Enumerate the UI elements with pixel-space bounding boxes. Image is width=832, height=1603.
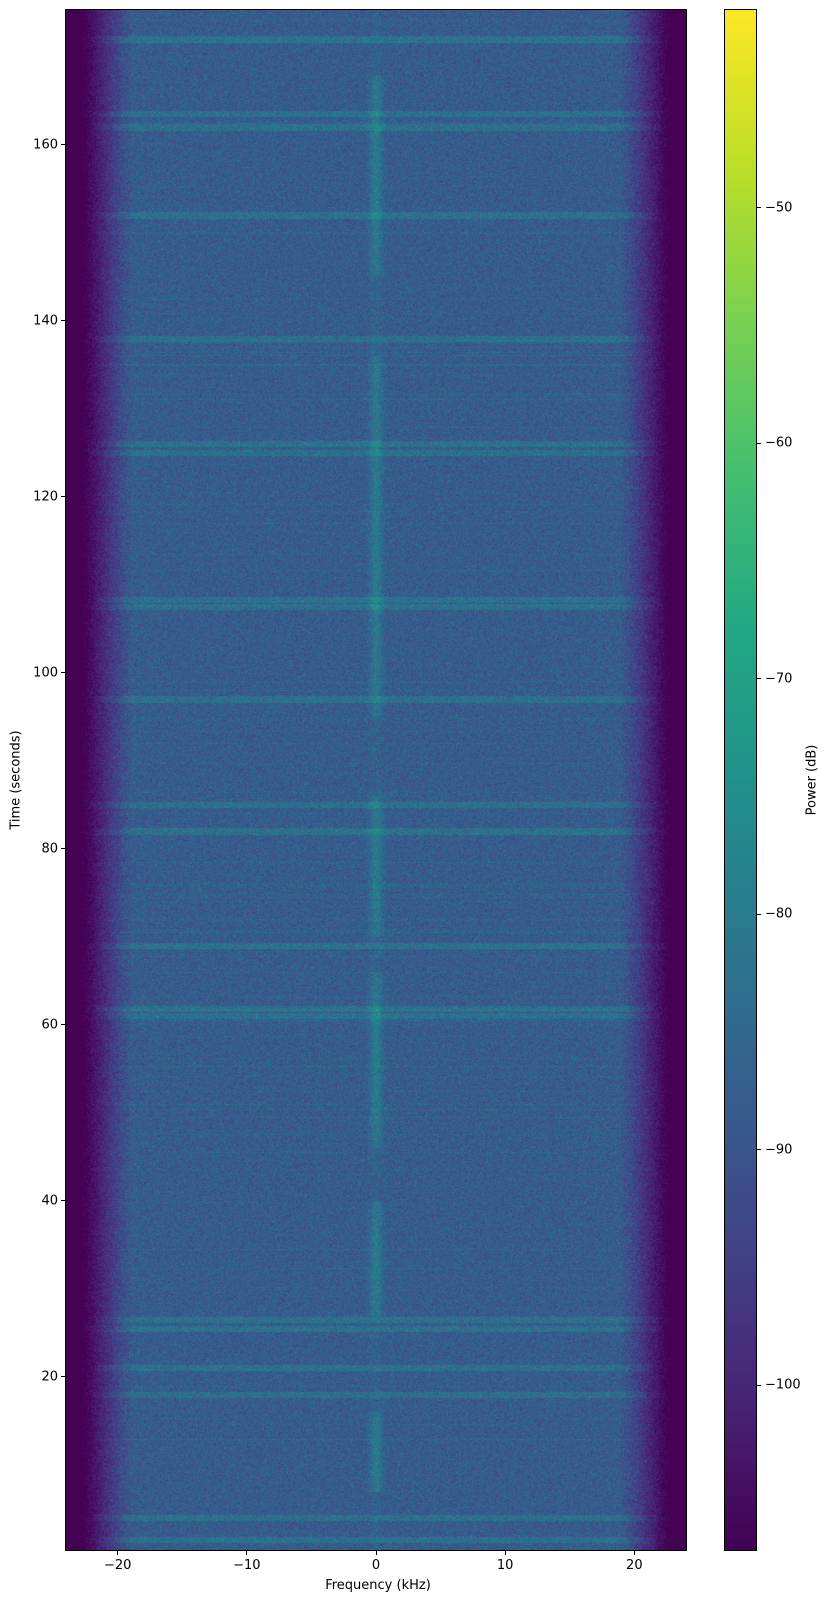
colorbar-tick (756, 678, 761, 680)
colorbar-tick-label: −60 (765, 435, 793, 451)
colorbar-tick (756, 207, 761, 209)
spectrogram-plot-area (65, 9, 687, 1551)
y-tick-label: 40 (41, 1193, 58, 1209)
x-axis-label: Frequency (kHz) (325, 1578, 431, 1593)
x-tick-label: 20 (626, 1558, 643, 1573)
colorbar-tick-label: −50 (765, 200, 793, 216)
colorbar-tick-label: −80 (765, 906, 793, 922)
colorbar-tick (756, 442, 761, 444)
y-tick-label: 100 (33, 665, 58, 681)
colorbar (724, 9, 757, 1551)
colorbar-tick-label: −100 (765, 1377, 801, 1393)
y-tick-label: 120 (33, 489, 58, 505)
x-tick (504, 1550, 506, 1555)
y-tick (61, 496, 66, 498)
colorbar-label: Power (dB) (804, 744, 820, 816)
x-tick (633, 1550, 635, 1555)
spectrogram-heatmap (66, 10, 686, 1550)
y-tick (61, 1024, 66, 1026)
y-tick-label: 160 (33, 137, 58, 153)
y-axis-label: Time (seconds) (8, 730, 24, 830)
x-tick-label: 0 (371, 1558, 381, 1573)
y-tick (61, 320, 66, 322)
y-tick (61, 1200, 66, 1202)
x-tick-label: −10 (233, 1558, 261, 1573)
x-tick (375, 1550, 377, 1555)
x-tick-label: 10 (496, 1558, 514, 1573)
x-tick (246, 1550, 248, 1555)
y-tick-label: 140 (33, 313, 58, 329)
y-tick (61, 144, 66, 146)
x-tick (117, 1550, 119, 1555)
y-tick (61, 1376, 66, 1378)
y-tick (61, 672, 66, 674)
colorbar-tick-label: −90 (765, 1142, 793, 1158)
x-tick-label: −20 (103, 1558, 132, 1573)
colorbar-tick (756, 1149, 761, 1151)
y-tick (61, 848, 66, 850)
colorbar-tick (756, 1384, 761, 1386)
y-tick-label: 20 (41, 1369, 58, 1385)
colorbar-tick-label: −70 (765, 671, 793, 687)
colorbar-gradient (725, 10, 756, 1550)
y-tick-label: 60 (41, 1017, 58, 1033)
y-tick-label: 80 (41, 841, 58, 857)
colorbar-tick (756, 913, 761, 915)
